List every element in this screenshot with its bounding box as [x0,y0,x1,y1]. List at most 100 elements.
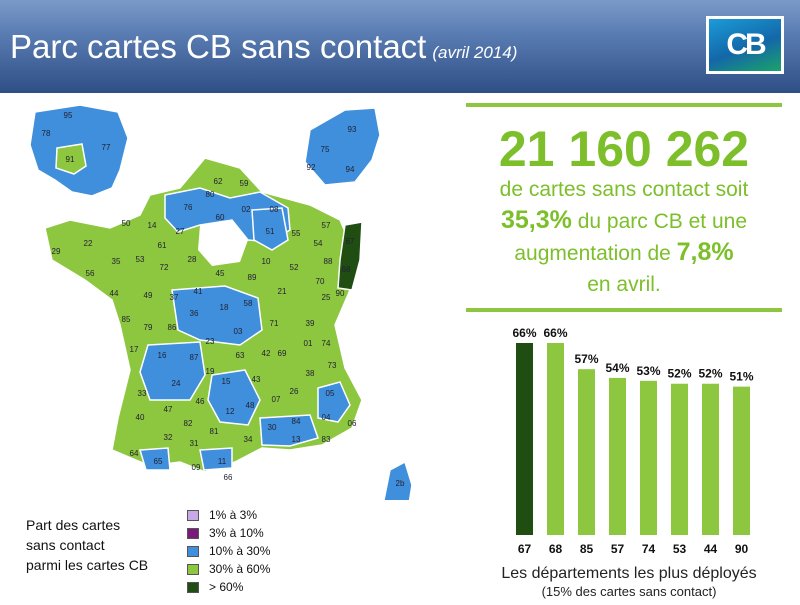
dept-label-83: 83 [322,435,331,444]
dept-label-2a: 2a [392,499,401,500]
bar-value-label: 54% [605,361,629,375]
region-alps-blue [317,381,351,423]
legend-title-line: sans contact [26,537,105,553]
dept-label-91: 91 [66,155,75,164]
dept-label-34: 34 [244,435,253,444]
bar-category-label: 53 [673,542,687,556]
dept-label-36: 36 [190,309,199,318]
chart-caption-sub: (15% des cartes sans contact) [541,584,717,599]
bar-44 [702,383,719,535]
corsica [383,460,413,500]
dept-label-16: 16 [158,351,167,360]
dept-label-49: 49 [144,291,153,300]
dept-label-55: 55 [292,229,301,238]
legend-item: 3% à 10% [187,524,270,542]
legend-item: 30% à 60% [187,560,270,578]
dept-label-71: 71 [270,319,279,328]
cb-logo-badge: CB [709,19,781,71]
dept-label-18: 18 [220,303,229,312]
dept-label-23: 23 [206,337,215,346]
dept-label-79: 79 [144,323,153,332]
dept-label-40: 40 [136,413,145,422]
dept-label-10: 10 [262,257,271,266]
bar-68 [547,343,564,535]
department-labels: 95 78 91 77 93 75 92 94 62 59 80 02 08 76 60 50 14 27 51 55… [42,111,405,500]
dept-label-63: 63 [236,351,245,360]
dept-label-33: 33 [138,389,147,398]
bar-74 [640,380,657,535]
dept-label-25: 25 [322,293,331,302]
dept-label-31: 31 [190,439,199,448]
dept-label-39: 39 [306,319,315,328]
dept-label-74: 74 [322,339,331,348]
dept-label-87: 87 [190,353,199,362]
bar-67 [516,343,533,535]
dept-label-29: 29 [52,247,61,256]
region-centre-blue [171,285,263,346]
stats-line-1: de cartes sans contact soit [499,178,749,201]
dept-label-43: 43 [252,375,261,384]
stats-bottom-rule [466,308,782,312]
dept-label-08: 08 [270,205,279,214]
stats-line-2-text: du parc CB et une [571,210,747,233]
legend-swatch [187,563,199,575]
dept-label-67: 67 [346,237,355,246]
dept-label-59: 59 [240,179,249,188]
dept-label-41: 41 [194,287,203,296]
total-cards: 21 160 262 [498,121,750,177]
dept-label-12: 12 [226,407,235,416]
dept-label-02: 02 [242,205,251,214]
dept-label-53: 53 [136,255,145,264]
legend-item: 10% à 30% [187,542,270,560]
legend-item: 1% à 3% [187,506,270,524]
dept-label-78: 78 [42,129,51,138]
dept-label-94: 94 [346,165,355,174]
dept-label-75: 75 [321,145,330,154]
bar-57 [609,377,626,535]
dept-label-35: 35 [112,257,121,266]
dept-label-38: 38 [306,369,315,378]
inset-idf-91 [55,143,87,175]
bar-53 [671,383,688,535]
dept-label-76: 76 [184,203,193,212]
legend-swatch [187,581,199,593]
dept-label-21: 21 [278,287,287,296]
dept-label-65: 65 [154,457,163,466]
dept-label-05: 05 [326,389,335,398]
dept-label-85: 85 [122,315,131,324]
dept-label-28: 28 [188,255,197,264]
dept-label-01: 01 [304,339,313,348]
map-legend: 1% à 3% 3% à 10% 10% à 30% 30% à 60% > 60% [187,506,270,596]
bar-category-label: 44 [704,542,718,556]
dept-label-72: 72 [160,263,169,272]
dept-label-13: 13 [292,435,301,444]
dept-label-26: 26 [290,387,299,396]
dept-label-14: 14 [148,221,157,230]
dept-label-37: 37 [170,293,179,302]
legend-swatch [187,509,199,521]
bar-value-label: 66% [512,326,536,340]
cb-logo: CB [706,16,784,74]
dept-label-70: 70 [316,277,325,286]
bar-category-label: 74 [642,542,656,556]
dept-label-52: 52 [290,263,299,272]
dept-label-82: 82 [184,419,193,428]
dept-label-11: 11 [218,457,227,466]
dept-label-77: 77 [102,143,111,152]
bar-category-label: 85 [580,542,594,556]
dept-label-93: 93 [348,125,357,134]
bar-85 [578,369,595,535]
region-champagne-blue [251,207,289,251]
legend-swatch [187,545,199,557]
legend-label: 30% à 60% [209,562,271,576]
header-banner: Parc cartes CB sans contact (avril 2014) … [0,0,800,93]
bar-value-label: 57% [574,352,598,366]
dept-label-17: 17 [130,345,139,354]
region-aude-blue [199,447,233,471]
dept-label-58: 58 [244,299,253,308]
dept-label-92: 92 [307,163,316,172]
region-south-blue [259,414,319,447]
dept-label-57: 57 [322,221,331,230]
bar-category-label: 90 [735,542,749,556]
region-limousin-blue [139,341,206,401]
